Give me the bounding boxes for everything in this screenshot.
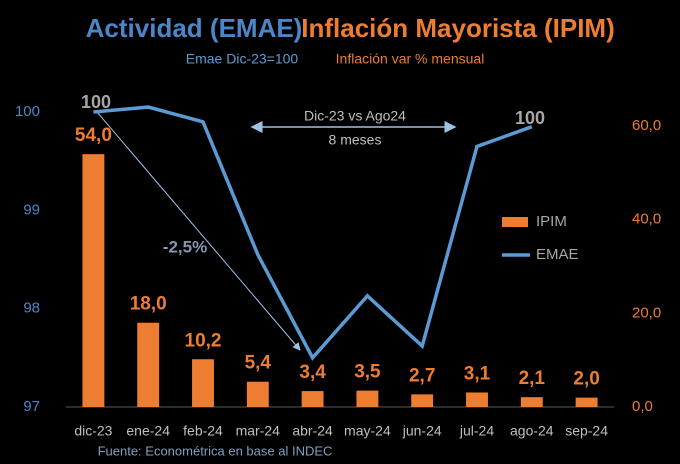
annotation-arrow — [96, 111, 301, 351]
data-label: 3,4 — [299, 362, 326, 383]
data-label: 18,0 — [130, 294, 167, 315]
x-tick-label: jul-24 — [459, 423, 494, 439]
x-tick-label: mar-24 — [236, 423, 281, 439]
bar — [575, 397, 598, 407]
y2-tick-label: 20,0 — [632, 304, 661, 321]
bar — [137, 322, 160, 407]
data-label: 10,2 — [185, 330, 222, 351]
y-tick-label: 98 — [23, 300, 40, 317]
bar — [192, 359, 214, 407]
legend-swatch — [502, 217, 528, 227]
x-tick-label: jun-24 — [402, 423, 442, 439]
bar — [411, 394, 434, 407]
data-label: 3,5 — [354, 362, 381, 383]
data-label: 3,1 — [464, 363, 491, 384]
line — [93, 105, 533, 361]
x-tick-label: sep-24 — [565, 423, 608, 439]
x-tick-label: may-24 — [344, 423, 391, 439]
bar — [520, 397, 543, 407]
y-tick-label: 99 — [23, 201, 40, 218]
bar — [246, 381, 269, 407]
chart-title: Actividad (EMAE) — [86, 13, 303, 43]
annotation: Dic-23 vs Ago24 — [304, 108, 406, 124]
subtitle: Inflación var % mensual — [336, 51, 485, 67]
annotation: 8 meses — [329, 132, 382, 148]
chart-title: Inflación Mayorista (IPIM) — [301, 13, 615, 43]
bar — [301, 391, 324, 407]
data-label: 54,0 — [75, 125, 112, 146]
x-tick-label: feb-24 — [183, 423, 223, 439]
data-label: 5,4 — [245, 353, 272, 374]
subtitle: Emae Dic-23=100 — [186, 51, 299, 67]
y2-tick-label: 60,0 — [632, 117, 661, 134]
annotation: -2,5% — [163, 237, 207, 256]
data-label: 2,7 — [409, 365, 435, 386]
y-tick-label: 97 — [23, 398, 40, 415]
y2-tick-label: 40,0 — [632, 211, 661, 228]
data-label: 2,0 — [573, 369, 599, 390]
x-tick-label: ago-24 — [510, 423, 554, 439]
x-tick-label: ene-24 — [126, 423, 170, 439]
data-label: 2,1 — [519, 368, 546, 389]
legend-label: IPIM — [536, 213, 567, 230]
bar — [82, 154, 105, 407]
x-tick-label: dic-23 — [74, 423, 112, 439]
bar — [466, 392, 488, 407]
x-tick-label: abr-24 — [292, 423, 333, 439]
bar — [356, 390, 379, 407]
y2-tick-label: 0,0 — [632, 398, 653, 415]
annotation: 100 — [81, 92, 111, 112]
legend-label: EMAE — [536, 246, 579, 263]
y-tick-label: 100 — [15, 103, 40, 120]
annotation: 100 — [515, 108, 545, 128]
source: Fuente: Econométrica en base al INDEC — [98, 443, 333, 458]
